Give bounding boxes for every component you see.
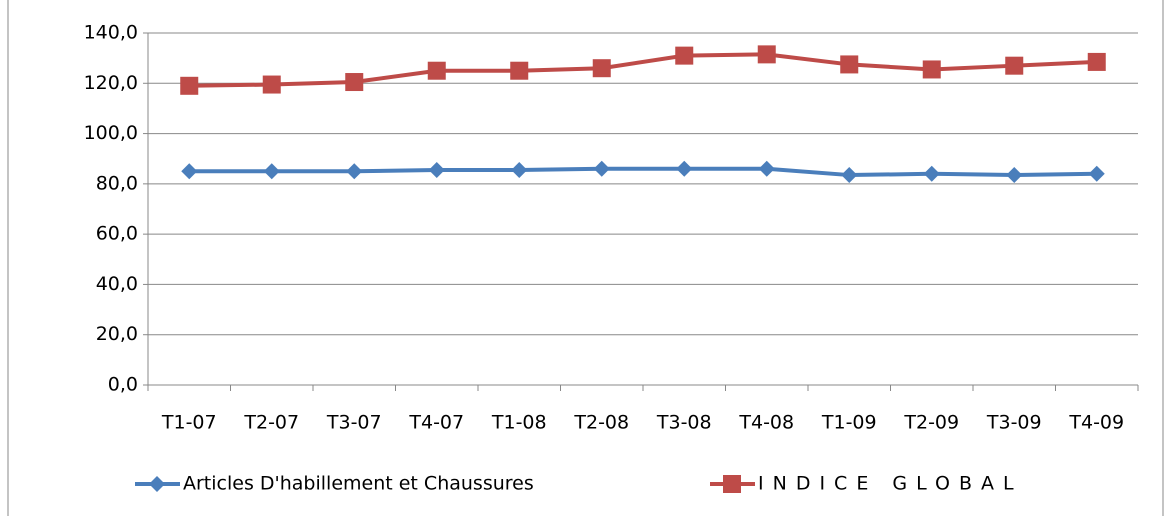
marker — [345, 73, 364, 92]
marker — [510, 61, 529, 80]
x-tick-label: T3-07 — [326, 412, 382, 434]
marker — [923, 165, 940, 182]
marker — [181, 163, 198, 180]
marker — [841, 167, 858, 184]
x-tick-label: T3-09 — [986, 412, 1042, 434]
series-line — [189, 52, 1097, 88]
legend-label: Articles D'habillement et Chaussures — [183, 473, 534, 495]
marker — [149, 476, 165, 492]
marker — [675, 46, 694, 65]
x-tick-label: T2-08 — [573, 412, 629, 434]
marker — [1006, 167, 1023, 184]
x-tick-label: T4-09 — [1068, 412, 1124, 434]
marker — [1005, 56, 1024, 75]
x-tick-label: T3-08 — [656, 412, 712, 434]
marker — [346, 163, 363, 180]
x-tick-label: T1-09 — [821, 412, 877, 434]
marker — [922, 60, 941, 79]
y-tick-label: 120,0 — [84, 72, 138, 94]
marker — [758, 160, 775, 177]
y-tick-label: 60,0 — [96, 223, 138, 245]
marker — [840, 55, 859, 74]
marker — [180, 76, 199, 95]
y-tick-label: 20,0 — [96, 323, 138, 345]
chart-frame — [7, 0, 1164, 516]
marker — [511, 162, 528, 179]
marker — [428, 162, 445, 179]
x-tick-label: T2-09 — [903, 412, 959, 434]
x-tick-label: T2-07 — [243, 412, 299, 434]
x-tick-label: T1-07 — [161, 412, 217, 434]
marker — [723, 475, 741, 493]
marker — [757, 45, 776, 64]
y-tick-label: 40,0 — [96, 273, 138, 295]
legend-label: INDICE GLOBAL — [758, 473, 1023, 495]
x-tick-label: T1-08 — [491, 412, 547, 434]
marker — [263, 163, 280, 180]
marker — [1087, 52, 1106, 71]
marker — [427, 61, 446, 80]
y-tick-label: 140,0 — [84, 22, 138, 44]
y-tick-label: 80,0 — [96, 172, 138, 194]
series-line — [189, 166, 1097, 178]
marker — [676, 160, 693, 177]
marker — [592, 59, 611, 78]
marker — [593, 160, 610, 177]
y-tick-label: 0,0 — [108, 374, 138, 396]
marker — [1088, 165, 1105, 182]
x-tick-label: T4-07 — [408, 412, 464, 434]
y-tick-label: 100,0 — [84, 122, 138, 144]
marker — [262, 75, 281, 94]
x-tick-label: T4-08 — [738, 412, 794, 434]
